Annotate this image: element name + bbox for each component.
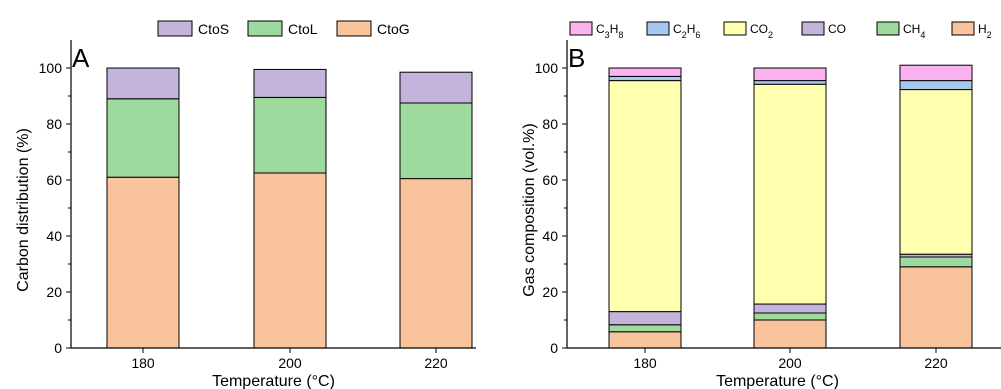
panel-b: 0 20 40 60 80 100 180 200 220 Temperature (°C) Gas… — [521, 21, 1001, 389]
bar-segment — [106, 98, 180, 178]
y-tick-label: 80 — [46, 116, 62, 132]
y-tick-label: 0 — [54, 340, 62, 356]
legend-swatch — [336, 20, 372, 37]
bar-segment — [253, 96, 327, 174]
legend-swatch — [723, 21, 747, 36]
y-tick-label: 40 — [542, 228, 558, 244]
y-axis-title: Carbon distribution (%) — [15, 128, 32, 292]
bar-segment — [399, 102, 473, 180]
bar-segment — [399, 71, 473, 104]
x-axis-title: Temperature (°C) — [716, 373, 839, 389]
bar-segment — [899, 64, 973, 82]
y-tick-label: 60 — [46, 172, 62, 188]
panel-a: 0 20 40 60 80 100 180 200 220 Temperature (°C) Car… — [15, 20, 476, 389]
x-tick-label: 180 — [131, 355, 155, 371]
y-tick-label: 0 — [550, 340, 558, 356]
legend-label: H2 — [978, 22, 992, 40]
legend-label: CO — [828, 22, 846, 36]
bar-segment — [753, 83, 827, 305]
legend-label: CtoG — [377, 21, 410, 37]
legend-swatch — [247, 20, 283, 37]
y-tick-label: 60 — [542, 172, 558, 188]
y-axis-title: Gas composition (vol.%) — [521, 123, 538, 296]
bar-segment — [253, 68, 327, 98]
legend-label: CtoL — [288, 21, 318, 37]
bar-segment — [608, 324, 682, 333]
bar-segment — [399, 178, 473, 349]
y-tick-label: 80 — [542, 116, 558, 132]
legend-swatch — [569, 21, 593, 36]
bar-segment — [608, 67, 682, 77]
bar-segment — [106, 67, 180, 100]
x-tick-label: 180 — [633, 355, 657, 371]
panel-label: B — [568, 43, 585, 73]
x-tick-label: 200 — [778, 355, 802, 371]
y-tick-label: 40 — [46, 228, 62, 244]
legend-swatch — [951, 21, 975, 36]
panel-label: A — [72, 43, 90, 73]
bar-segment — [608, 75, 682, 82]
bar-segment — [753, 80, 827, 85]
legend-swatch — [876, 21, 900, 36]
bar-segment — [899, 80, 973, 91]
legend-label: CO2 — [750, 22, 773, 40]
y-tick-label: 20 — [542, 284, 558, 300]
bar-segment — [753, 67, 827, 82]
bar-segment — [608, 80, 682, 313]
x-tick-label: 200 — [278, 355, 302, 371]
x-axis-title: Temperature (°C) — [212, 373, 335, 389]
x-tick-label: 220 — [424, 355, 448, 371]
bar-segment — [608, 311, 682, 326]
y-tick-label: 100 — [535, 60, 559, 76]
legend-label: CH4 — [903, 22, 925, 40]
bar-segment — [899, 256, 973, 268]
bar-segment — [753, 319, 827, 349]
bar-segment — [608, 331, 682, 349]
bar-segment — [753, 312, 827, 321]
bar-segment — [106, 176, 180, 349]
bar-segment — [899, 89, 973, 255]
bar-segment — [899, 266, 973, 349]
legend-label: C3H8 — [596, 22, 623, 40]
y-tick-label: 100 — [39, 60, 63, 76]
legend-label: C2H6 — [673, 22, 700, 40]
bar-segment — [753, 303, 827, 314]
y-tick-label: 20 — [46, 284, 62, 300]
legend-swatch — [157, 20, 193, 37]
legend-swatch — [646, 21, 670, 36]
bar-segment — [253, 172, 327, 349]
x-tick-label: 220 — [924, 355, 948, 371]
legend-swatch — [801, 21, 825, 36]
legend-label: CtoS — [198, 21, 229, 37]
